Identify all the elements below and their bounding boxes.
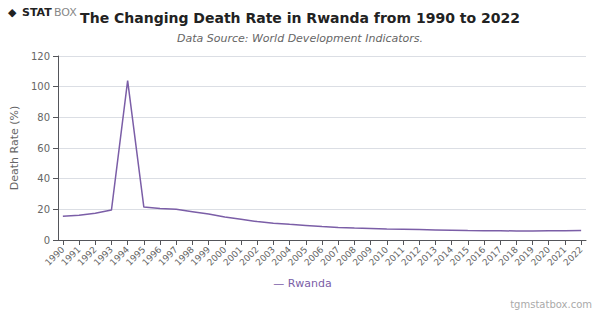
svg-text:◆: ◆ [8,6,17,19]
svg-text:2017: 2017 [480,244,504,268]
svg-text:Data Source: World Development: Data Source: World Development Indicator… [177,32,423,45]
svg-text:1995: 1995 [124,244,148,268]
svg-text:2004: 2004 [269,244,294,268]
svg-text:STAT: STAT [22,6,52,19]
svg-text:1999: 1999 [188,244,213,268]
svg-text:2011: 2011 [383,244,407,268]
svg-text:2003: 2003 [253,244,277,268]
svg-text:60: 60 [37,143,50,154]
svg-text:0: 0 [44,235,50,246]
svg-text:1991: 1991 [59,244,83,268]
svg-text:2020: 2020 [529,244,553,268]
svg-text:1992: 1992 [75,244,99,268]
svg-text:The Changing Death Rate in Rwa: The Changing Death Rate in Rwanda from 1… [80,10,520,26]
svg-text:2019: 2019 [512,244,537,268]
svg-text:2005: 2005 [286,244,310,268]
svg-text:2014: 2014 [431,244,456,268]
svg-text:BOX: BOX [54,6,77,19]
svg-text:20: 20 [37,204,50,215]
svg-text:— Rwanda: — Rwanda [273,277,332,290]
svg-text:Death Rate (%): Death Rate (%) [8,106,21,191]
svg-text:2018: 2018 [496,244,520,268]
svg-text:100: 100 [31,81,50,92]
svg-text:2015: 2015 [448,244,472,268]
svg-text:2009: 2009 [350,244,375,268]
svg-text:2022: 2022 [561,244,584,267]
svg-text:2008: 2008 [334,244,358,268]
svg-text:1997: 1997 [156,244,180,268]
svg-text:80: 80 [37,112,50,123]
svg-text:1998: 1998 [172,244,196,268]
svg-text:1994: 1994 [107,244,132,268]
svg-text:1990: 1990 [43,244,67,268]
svg-text:tgmstatbox.com: tgmstatbox.com [510,299,592,310]
svg-text:2002: 2002 [237,244,261,268]
svg-text:2013: 2013 [415,244,439,268]
svg-text:1993: 1993 [91,244,115,268]
svg-text:2007: 2007 [318,244,342,268]
svg-text:2006: 2006 [302,244,326,268]
svg-text:2010: 2010 [367,244,391,268]
svg-text:40: 40 [37,173,50,184]
svg-text:2021: 2021 [545,244,569,268]
svg-text:2012: 2012 [399,244,423,268]
svg-text:120: 120 [31,51,50,62]
svg-text:2001: 2001 [221,244,245,268]
svg-text:1996: 1996 [140,244,164,268]
svg-text:2016: 2016 [464,244,488,268]
svg-text:2000: 2000 [205,244,229,268]
